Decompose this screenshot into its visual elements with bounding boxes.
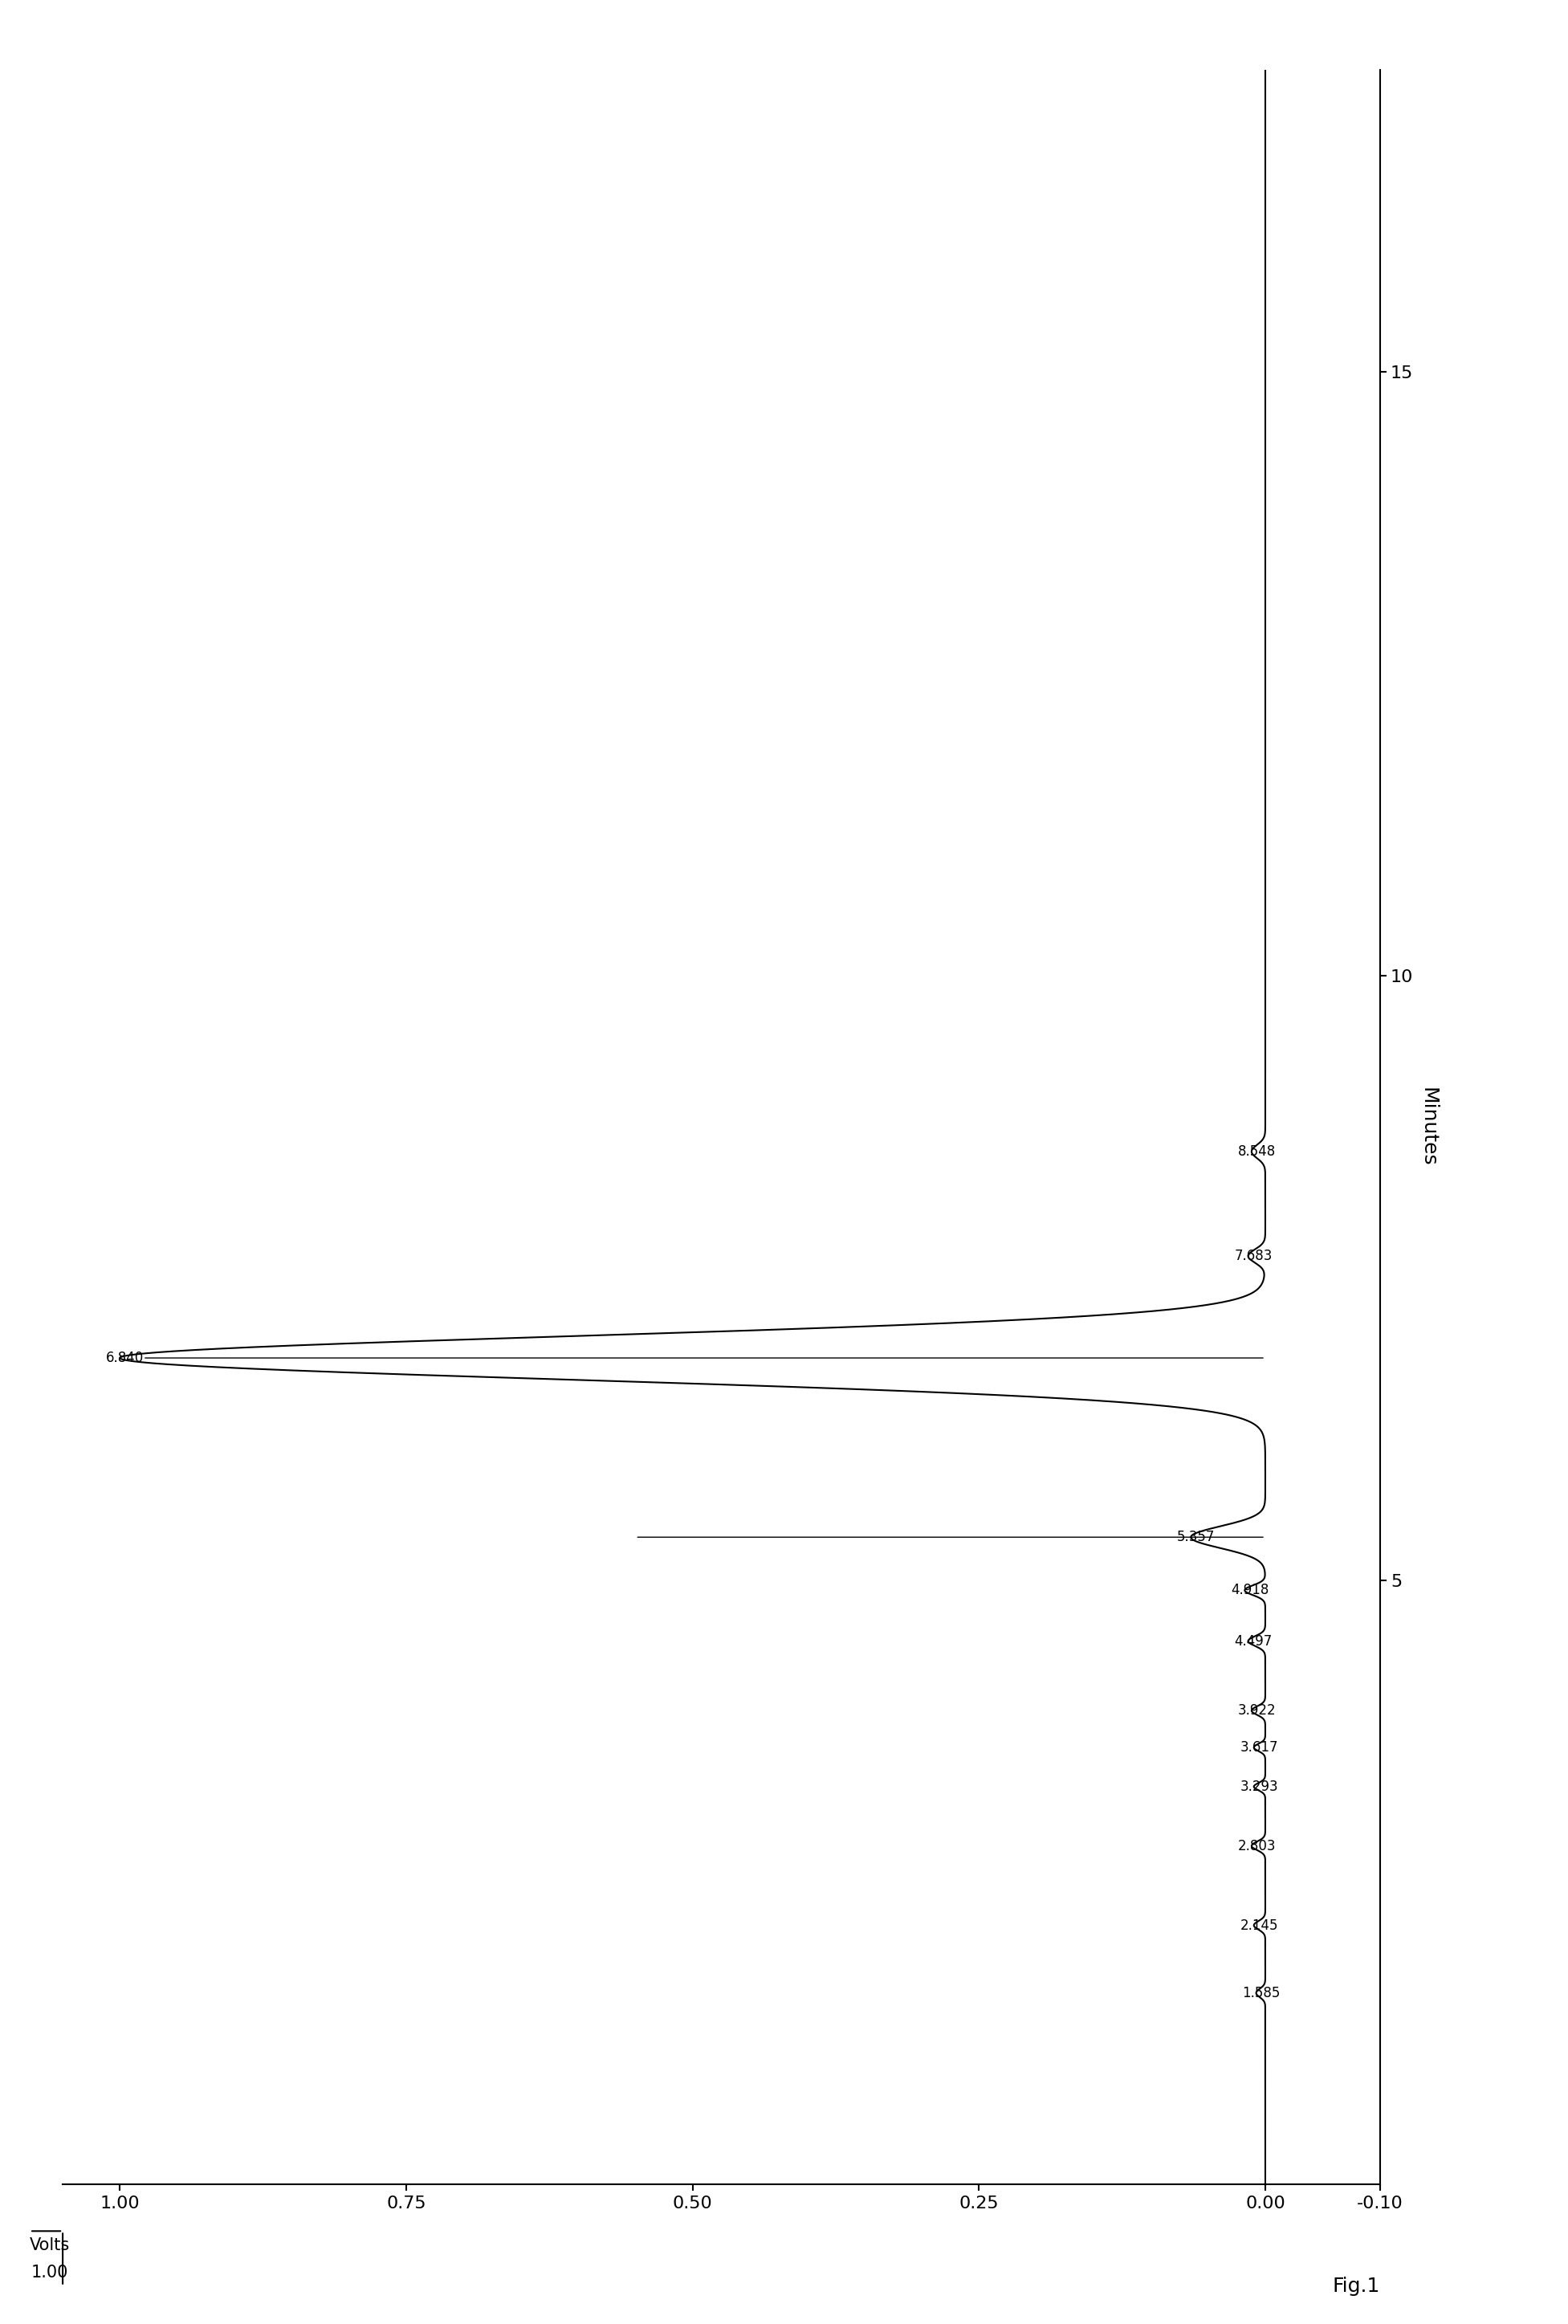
Text: 3.617: 3.617: [1240, 1741, 1278, 1755]
Text: 1.00: 1.00: [31, 2266, 67, 2280]
Text: 6.840: 6.840: [107, 1350, 144, 1364]
Text: 8.548: 8.548: [1237, 1143, 1276, 1160]
Y-axis label: Minutes: Minutes: [1419, 1088, 1438, 1167]
Text: 4.497: 4.497: [1234, 1634, 1272, 1648]
Text: Volts: Volts: [30, 2238, 69, 2254]
Text: 7.683: 7.683: [1234, 1248, 1272, 1264]
Text: 2.145: 2.145: [1240, 1917, 1278, 1934]
Text: 3.922: 3.922: [1237, 1703, 1276, 1717]
Text: 5.357: 5.357: [1178, 1529, 1215, 1545]
Text: 2.803: 2.803: [1237, 1838, 1276, 1852]
Text: 4.918: 4.918: [1231, 1583, 1269, 1597]
Text: 3.293: 3.293: [1240, 1780, 1278, 1794]
Text: 1.585: 1.585: [1242, 1985, 1281, 2001]
Text: Fig.1: Fig.1: [1333, 2278, 1380, 2296]
